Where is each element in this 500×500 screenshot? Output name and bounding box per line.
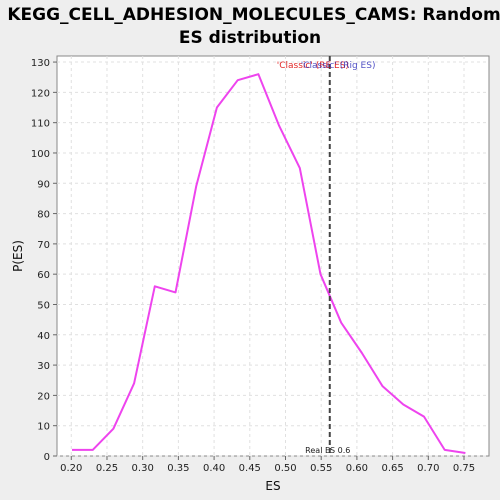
- real-es-label: Real ES 0.6: [305, 446, 350, 455]
- y-tick-label: 40: [37, 331, 50, 342]
- x-tick-label: 0.20: [60, 463, 82, 474]
- x-tick-label: 0.25: [96, 463, 118, 474]
- y-tick-label: 20: [37, 391, 50, 402]
- y-tick-label: 80: [37, 210, 50, 221]
- legend-annotation: 'Classic' (Rig ES): [301, 61, 376, 71]
- y-tick-label: 130: [31, 58, 50, 69]
- y-tick-label: 0: [44, 452, 50, 463]
- y-tick-label: 120: [31, 88, 50, 99]
- x-tick-label: 0.35: [167, 463, 189, 474]
- grid: [57, 56, 489, 457]
- x-axis-ticks: 0.20 0.25 0.30 0.35 0.40 0.45 0.50 0.55 0.60 0.65…: [60, 456, 475, 474]
- x-tick-label: 0.40: [203, 463, 225, 474]
- y-tick-label: 110: [31, 119, 50, 130]
- x-tick-label: 0.65: [381, 463, 403, 474]
- y-tick-label: 100: [31, 149, 50, 160]
- chart-title-line2: ES distribution: [179, 28, 321, 48]
- x-tick-label: 0.70: [417, 463, 439, 474]
- y-tick-label: 90: [37, 179, 50, 190]
- x-tick-label: 0.45: [239, 463, 261, 474]
- y-axis-label: P(ES): [11, 240, 25, 272]
- y-tick-label: 70: [37, 240, 50, 251]
- es-series-line: [72, 73, 466, 454]
- chart-title-line1: KEGG_CELL_ADHESION_MOLECULES_CAMS: Rando…: [7, 5, 500, 25]
- x-tick-label: 0.75: [453, 463, 475, 474]
- plot-area: [56, 55, 490, 457]
- x-axis-label: ES: [265, 479, 280, 493]
- reference-layer: Real ES 0.6 'Classic' (RE ES)'Classic' (R…: [277, 56, 376, 456]
- legend-annotation: 'Classic' (RE ES): [277, 61, 349, 71]
- y-tick-label: 60: [37, 270, 50, 281]
- y-axis-ticks: 0 10 20 30 40 50 60 70 80 90 100 110 120 130: [31, 58, 57, 463]
- x-tick-label: 0.30: [132, 463, 154, 474]
- y-tick-label: 50: [37, 300, 50, 311]
- x-tick-label: 0.55: [310, 463, 332, 474]
- x-tick-label: 0.50: [274, 463, 296, 474]
- y-tick-label: 30: [37, 361, 50, 372]
- x-tick-label: 0.60: [346, 463, 368, 474]
- series-layer: [72, 73, 466, 454]
- y-tick-label: 10: [37, 422, 50, 433]
